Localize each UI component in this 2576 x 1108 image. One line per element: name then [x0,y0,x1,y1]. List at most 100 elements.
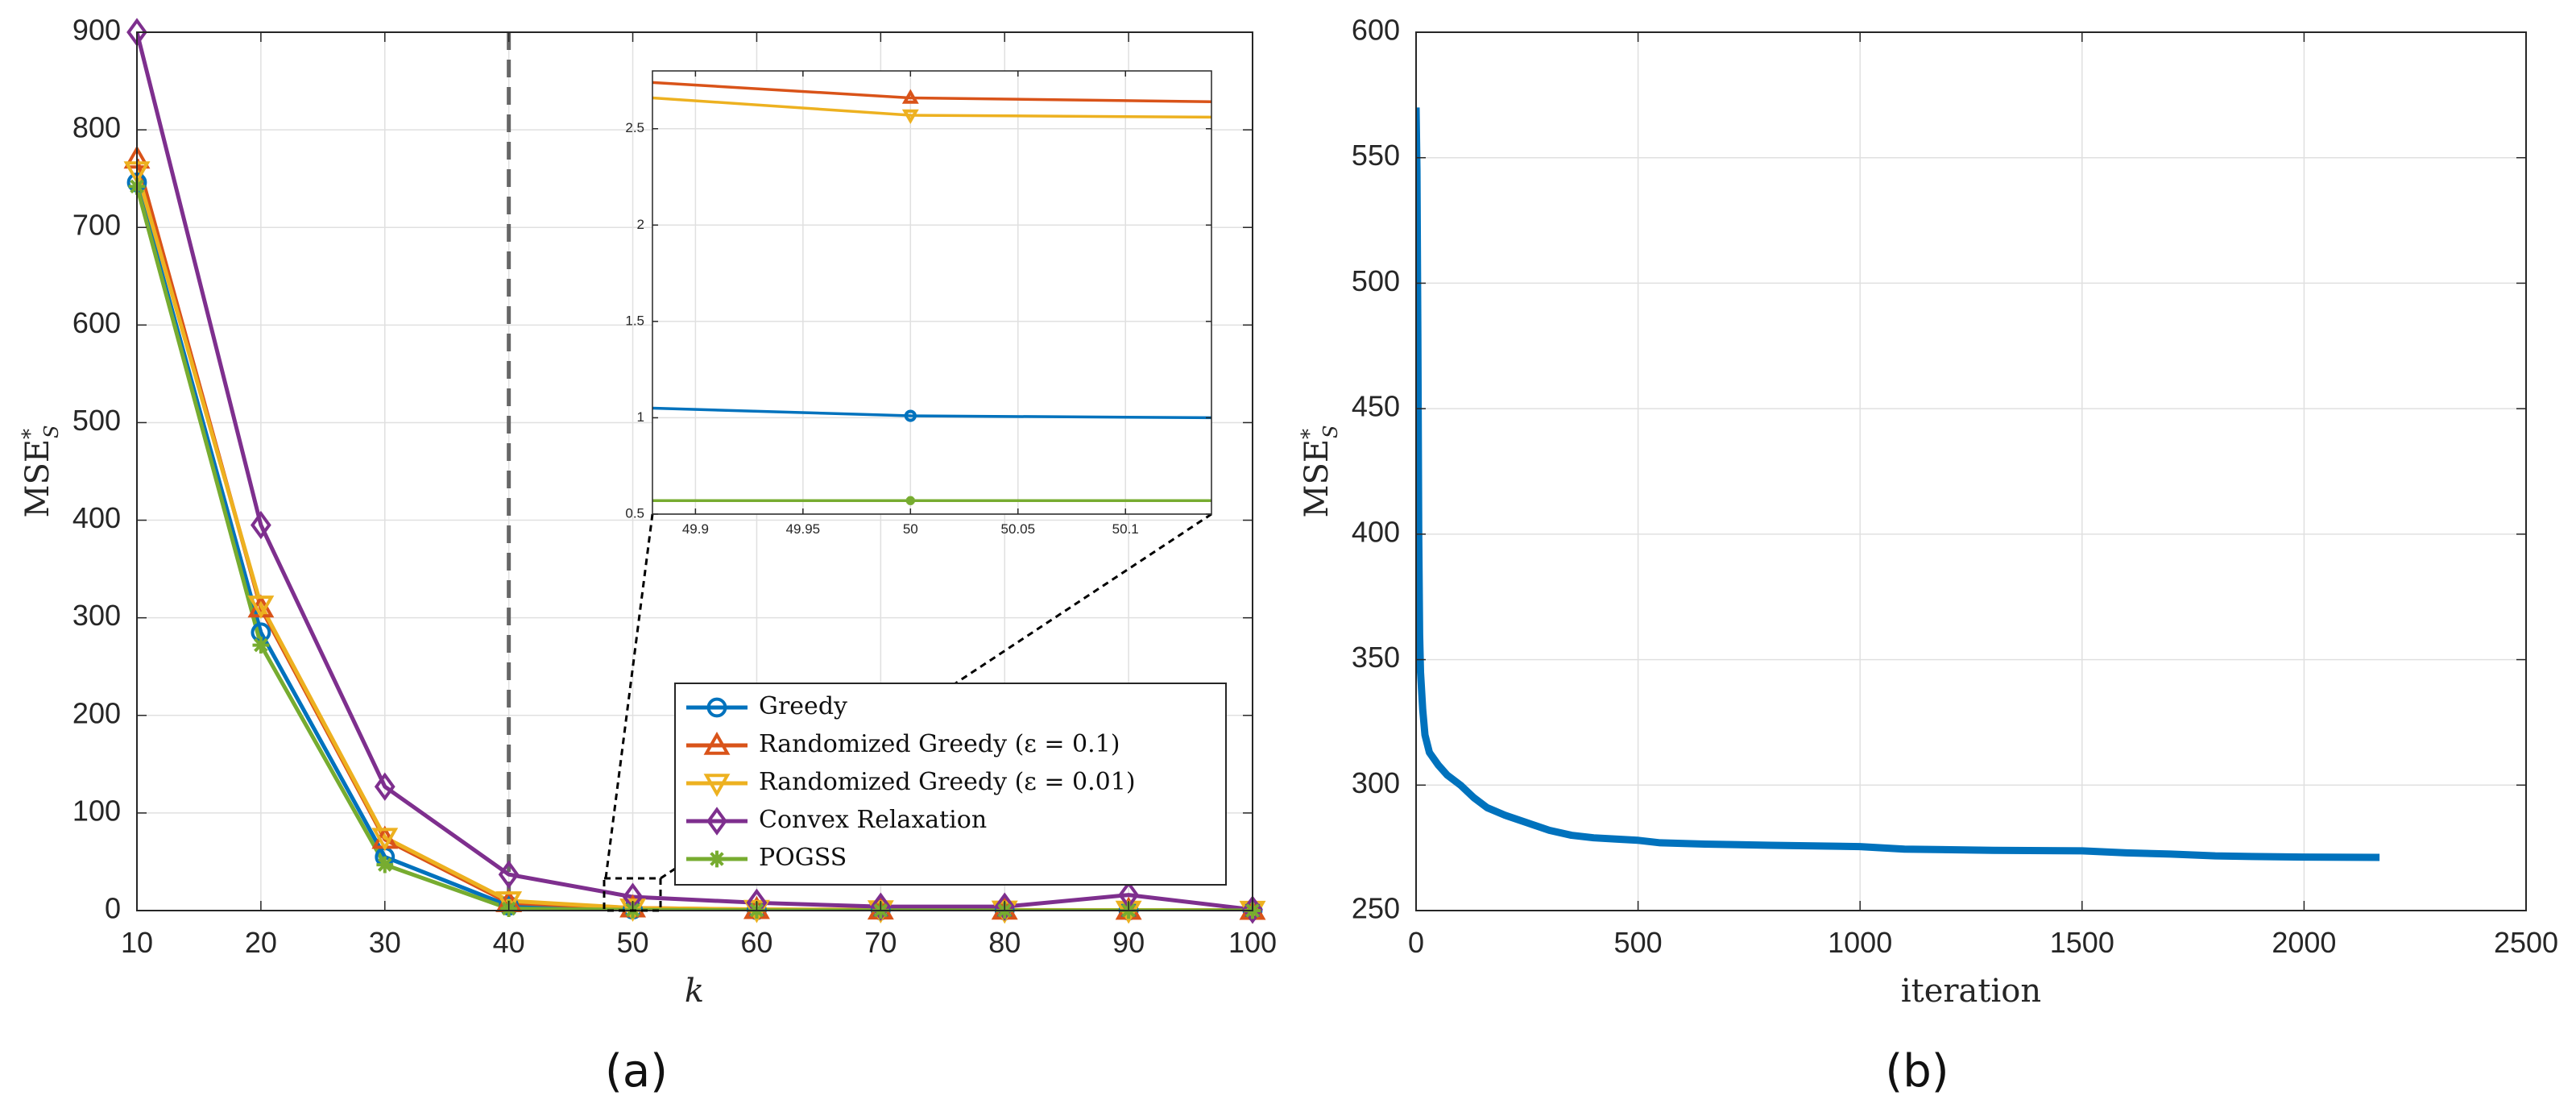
chart-a-ticks: 10 20 30 40 50 60 70 80 90 100 0 100 200 300 400 500 600… [72,14,1277,959]
legend-marker [706,807,727,836]
chart-a-legend: Greedy Randomized Greedy (ε = 0.1) Randomi… [674,683,1227,886]
chart-b-plot-area [1416,32,2526,911]
chart-a-y-axis-label: MSE*S [19,425,63,517]
chart-b-xtick-label: 1500 [2050,926,2114,959]
data-point [251,510,271,540]
chart-a-xtick-label: 50 [617,926,649,959]
chart-b-xtick-label: 2000 [2272,926,2336,959]
chart-a-ytick-label: 200 [72,696,121,729]
chart-a-xtick-label: 60 [740,926,772,959]
chart-a-xtick-label: 20 [245,926,277,959]
caption-a: (a) [605,1045,668,1098]
data-point [374,772,396,801]
data-point [247,595,275,619]
chart-b-ytick-label: 550 [1352,139,1400,172]
inset-line-0 [652,81,1211,104]
chart-a-xtick-label: 10 [121,926,153,959]
chart-a-axes-box [136,31,1253,911]
legend-marker-stroke [710,852,724,866]
chart-b-y-label-main: MSE [1298,439,1336,518]
inset-point [905,496,915,505]
data-point [498,860,520,889]
inset-xtick-label: 49.95 [786,521,821,537]
chart-a-ytick-label: 800 [72,111,121,144]
chart-a-x-axis-label: k [685,973,704,1010]
inset-xtick-label: 50.1 [1112,521,1139,537]
legend-label: Randomized Greedy (ε = 0.1) [759,730,1120,758]
chart-a-ytick-label: 700 [72,209,121,242]
inset-series [652,81,1211,505]
chart-a-ytick-label: 300 [72,599,121,632]
inset-point [901,89,919,104]
legend-label: Greedy [759,692,847,720]
chart-a-ytick-label: 400 [72,501,121,534]
chart-a-zoom-connector-left [604,513,654,879]
chart-b-series [1416,107,2380,861]
inset-xtick-label: 49.9 [682,521,709,537]
chart-a-ytick-label: 900 [72,14,121,47]
chart-b-y-axis-label: MSE*S [1298,425,1342,517]
chart-a-xtick-label: 30 [369,926,401,959]
svg-text:MSE*S: MSE*S [1298,425,1342,517]
chart-b-ytick-label: 400 [1352,515,1400,548]
chart-b-ytick-label: 500 [1352,264,1400,297]
chart-b-x-axis-label: iteration [1901,973,2041,1010]
data-point [376,856,394,874]
chart-b-xtick-label: 500 [1614,926,1663,959]
chart-b-ticks: 0 500 1000 1500 2000 2500 250 300 350 400 450 500 55… [1352,14,2558,959]
chart-a-y-label-main: MSE [19,439,56,518]
chart-a-ytick-label: 100 [72,794,121,827]
inset-point-stroke [905,496,915,505]
inset-xtick-label: 50 [903,521,918,537]
legend-label: Randomized Greedy (ε = 0.01) [759,768,1136,796]
legend-marker [706,697,727,718]
chart-a-zoom-box [603,877,662,912]
legend-marker [708,850,726,868]
legend-box [674,683,1227,886]
chart-b-ytick-label: 350 [1352,641,1400,674]
chart-a-inset: 49.9 49.95 50 50.05 50.1 0.5 1 1.5 2 2.5 [625,70,1212,537]
inset-ytick-label: 1.5 [625,313,644,328]
data-point-stroke [378,857,392,872]
inset-plot-area [652,71,1211,514]
chart-a-ytick-label: 600 [72,306,121,339]
inset-ticks: 49.9 49.95 50 50.05 50.1 0.5 1 1.5 2 2.5 [625,71,1211,537]
inset-axes-box [652,70,1212,515]
chart-b-y-label-sup: * [1298,429,1322,439]
chart-b-ytick-label: 600 [1352,14,1400,47]
chart-a-ytick-label: 0 [105,892,121,925]
caption-b: (b) [1885,1045,1949,1098]
chart-b-series-line [1416,107,2380,861]
chart-b-y-label-sub: S [1319,425,1342,438]
inset-xtick-label: 50.05 [1000,521,1035,537]
chart-a-xtick-label: 100 [1228,926,1277,959]
chart-b-xtick-label: 1000 [1828,926,1892,959]
inset-point [904,409,917,422]
inset-ytick-label: 2 [637,217,644,232]
inset-ytick-label: 2.5 [625,120,644,135]
chart-a-y-label-sub: S [40,425,63,438]
series-line-3 [137,32,1253,911]
chart-a-xtick-label: 40 [493,926,525,959]
legend-marker [703,731,731,755]
data-point [371,828,399,852]
legend-label: Convex Relaxation [759,806,987,834]
svg-text:MSE*S: MSE*S [19,425,63,517]
chart-b-ytick-label: 300 [1352,766,1400,799]
inset-point [901,109,919,125]
data-point-stroke [254,637,268,653]
legend-marker [703,774,731,798]
data-point [252,637,270,654]
chart-a: 10 20 30 40 50 60 70 80 90 100 0 100 200 300 400 500 600… [19,14,1277,1098]
chart-b-xtick-label: 0 [1408,926,1424,959]
legend-label: POGSS [759,844,847,872]
chart-b-ytick-label: 250 [1352,892,1400,925]
chart-a-xtick-label: 80 [988,926,1021,959]
inset-line-2 [652,406,1211,420]
chart-a-ytick-label: 500 [72,404,121,437]
chart-a-xtick-label: 70 [864,926,897,959]
inset-line-1 [652,96,1211,119]
chart-b-ytick-label: 450 [1352,390,1400,423]
chart-b-xtick-label: 2500 [2494,926,2558,959]
